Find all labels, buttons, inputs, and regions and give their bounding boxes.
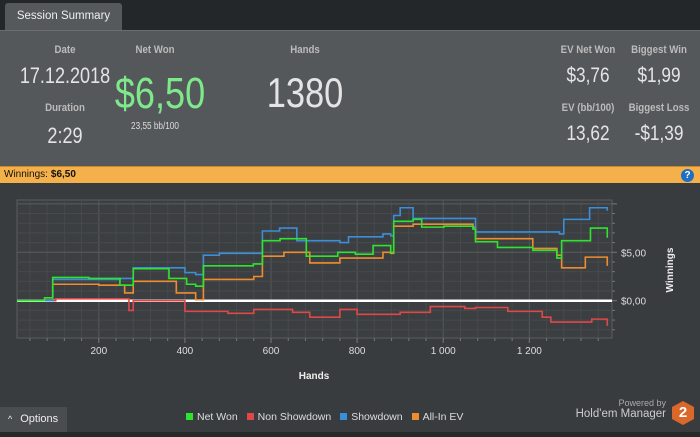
bb100-value: 23,55 bb/100 bbox=[131, 121, 179, 132]
ev-net-won-value: $3,76 bbox=[566, 64, 610, 87]
chart-legend: Net Won Non Showdown Showdown All-In EV bbox=[186, 411, 463, 423]
legend-swatch bbox=[340, 413, 348, 420]
legend-non-showdown[interactable]: Non Showdown bbox=[246, 411, 331, 423]
x-tick-label: 1 200 bbox=[517, 346, 542, 357]
duration-value: 2:29 bbox=[47, 123, 83, 148]
tab-session-summary[interactable]: Session Summary bbox=[5, 3, 122, 30]
biggest-loss-label: Biggest Loss bbox=[628, 102, 690, 114]
ev-net-won-label: EV Net Won bbox=[560, 44, 616, 56]
duration-label: Duration bbox=[45, 102, 85, 114]
date-value: 17.12.2018 bbox=[19, 63, 111, 88]
winnings-chart: 200 400 600 800 1 000 1 200 $0,00 $5,00 Hands W… bbox=[16, 199, 676, 382]
brand-text: Powered by Hold'em Manager bbox=[575, 398, 666, 420]
winnings-bar: Winnings: $6,50 ? bbox=[0, 166, 700, 183]
y-tick-label: $0,00 bbox=[621, 297, 646, 308]
hands-value: 1380 bbox=[266, 69, 344, 116]
legend-swatch bbox=[246, 413, 254, 420]
chart-area: 200 400 600 800 1 000 1 200 $0,00 $5,00 Hands W… bbox=[0, 183, 700, 432]
biggest-win-value: $1,99 bbox=[637, 64, 681, 87]
date-label: Date bbox=[54, 44, 76, 56]
hands-label: Hands bbox=[290, 44, 320, 56]
x-tick-label: 800 bbox=[349, 346, 366, 357]
series-line-non-showdown bbox=[17, 297, 609, 326]
biggest-loss-value: -$1,39 bbox=[634, 122, 684, 145]
y-tick-label: $5,00 bbox=[621, 248, 646, 259]
summary-panel: Date 17.12.2018 Duration 2:29 Net Won $6… bbox=[0, 30, 700, 166]
winnings-value: $6,50 bbox=[50, 169, 76, 180]
ev-bb100-value: 13,62 bbox=[566, 122, 610, 145]
chevron-up-icon: ^ bbox=[8, 414, 13, 424]
legend-net-won[interactable]: Net Won bbox=[186, 411, 238, 423]
legend-showdown[interactable]: Showdown bbox=[340, 411, 403, 423]
net-won-label: Net Won bbox=[135, 44, 175, 56]
net-won-value: $6,50 bbox=[114, 69, 206, 118]
tab-bar: Session Summary bbox=[0, 0, 700, 30]
x-axis-label: Hands bbox=[299, 371, 330, 382]
x-tick-label: 400 bbox=[177, 346, 194, 357]
ev-bb100-label: EV (bb/100) bbox=[561, 102, 615, 114]
legend-swatch bbox=[186, 413, 193, 420]
series-line-showdown bbox=[17, 206, 609, 302]
biggest-win-label: Biggest Win bbox=[631, 44, 687, 56]
question-icon[interactable]: ? bbox=[681, 169, 694, 182]
options-button[interactable]: ^ Options bbox=[0, 407, 67, 432]
x-tick-label: 1 000 bbox=[431, 346, 456, 357]
series-line-net-won bbox=[17, 218, 609, 302]
legend-allin-ev[interactable]: All-In EV bbox=[411, 411, 463, 423]
winnings-label: Winnings: bbox=[4, 169, 48, 180]
y-axis-label: Winnings bbox=[665, 247, 676, 292]
legend-swatch bbox=[411, 413, 419, 420]
x-tick-label: 200 bbox=[90, 346, 107, 357]
x-tick-label: 600 bbox=[263, 346, 280, 357]
hm2-logo: 2 bbox=[672, 401, 694, 425]
